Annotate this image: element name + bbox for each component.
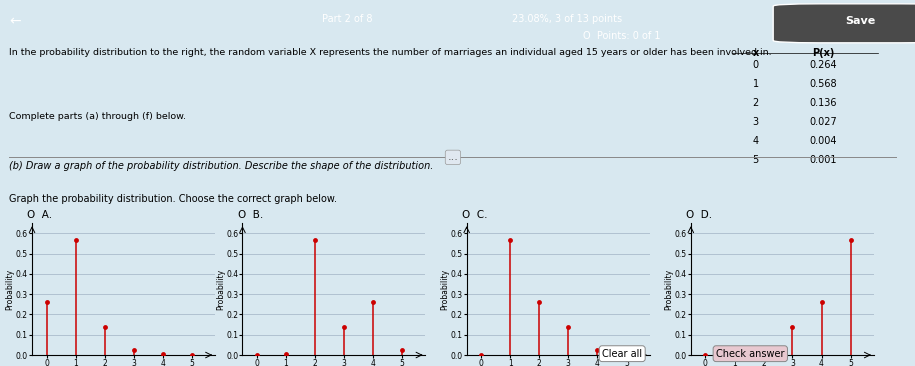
Text: Complete parts (a) through (f) below.: Complete parts (a) through (f) below. [9,112,186,121]
Text: O  A.: O A. [27,210,52,220]
Text: 0.264: 0.264 [810,60,837,70]
Text: ...: ... [447,152,458,163]
Text: 0.027: 0.027 [810,117,837,127]
Y-axis label: Probability: Probability [440,269,449,310]
Text: 1: 1 [753,79,759,89]
Text: 23.08%, 3 of 13 points: 23.08%, 3 of 13 points [512,14,622,24]
FancyBboxPatch shape [773,4,915,43]
Text: Check answer: Check answer [716,349,784,359]
Text: x: x [753,48,759,58]
Text: (b) Draw a graph of the probability distribution. Describe the shape of the dist: (b) Draw a graph of the probability dist… [9,161,434,171]
Text: ←: ← [9,14,21,29]
Text: Part 2 of 8: Part 2 of 8 [322,14,373,24]
Text: 3: 3 [753,117,759,127]
Y-axis label: Probability: Probability [5,269,15,310]
Text: Clear all: Clear all [602,349,642,359]
Y-axis label: Probability: Probability [216,269,225,310]
Text: O  D.: O D. [686,210,713,220]
Text: 2: 2 [753,98,759,108]
Text: 0.001: 0.001 [810,155,837,165]
Text: O  B.: O B. [238,210,264,220]
Text: 0.136: 0.136 [810,98,837,108]
Y-axis label: Probability: Probability [664,269,673,310]
Text: O  Points: 0 of 1: O Points: 0 of 1 [584,31,661,41]
Text: P(x): P(x) [813,48,834,58]
Text: 4: 4 [753,136,759,146]
Text: 5: 5 [753,155,759,165]
Text: In the probability distribution to the right, the random variable X represents t: In the probability distribution to the r… [9,48,771,57]
Text: 0: 0 [753,60,759,70]
Text: Graph the probability distribution. Choose the correct graph below.: Graph the probability distribution. Choo… [9,194,337,204]
Text: 0.568: 0.568 [810,79,837,89]
Text: 0.004: 0.004 [810,136,837,146]
Text: O  C.: O C. [462,210,488,220]
Text: Save: Save [845,16,876,26]
